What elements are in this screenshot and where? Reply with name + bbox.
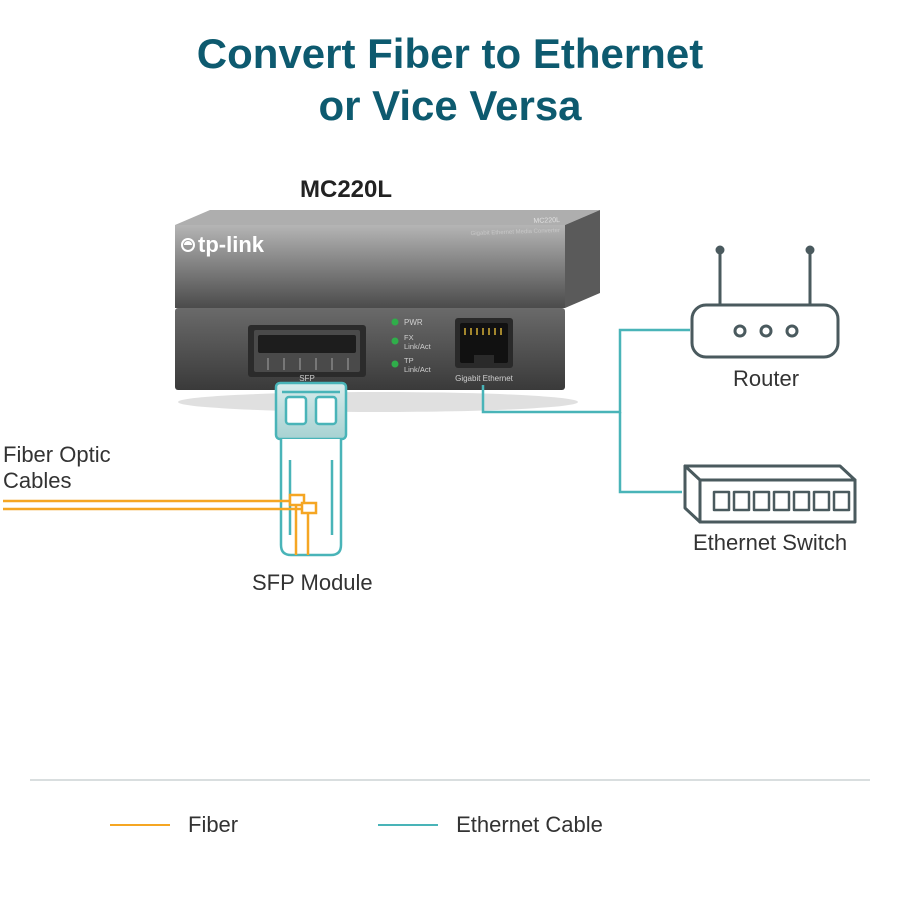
svg-text:Link/Act: Link/Act (404, 365, 432, 374)
svg-text:Link/Act: Link/Act (404, 342, 432, 351)
svg-text:MC220L: MC220L (533, 217, 560, 225)
router-label: Router (733, 366, 799, 392)
switch-icon (685, 466, 855, 522)
diagram-svg: tp-link MC220L Gigabit Ethernet Media Co… (0, 0, 900, 900)
device-leds: PWR FX Link/Act TP Link/Act (392, 318, 432, 374)
ethernet-port: Gigabit Ethernet (455, 318, 514, 383)
title-line2: or Vice Versa (0, 82, 900, 130)
device-body: tp-link MC220L Gigabit Ethernet Media Co… (175, 210, 600, 412)
svg-text:TP: TP (404, 356, 414, 365)
legend-ethernet-label: Ethernet Cable (456, 812, 603, 838)
legend: Fiber Ethernet Cable (110, 812, 810, 838)
svg-text:FX: FX (404, 333, 414, 342)
legend-item-fiber: Fiber (110, 812, 238, 838)
sfp-module (276, 383, 346, 555)
svg-text:tp-link: tp-link (198, 232, 265, 257)
legend-item-ethernet: Ethernet Cable (378, 812, 603, 838)
svg-text:PWR: PWR (404, 318, 423, 327)
router-icon (692, 247, 838, 357)
fiber-cable (3, 495, 316, 513)
legend-fiber-label: Fiber (188, 812, 238, 838)
sfp-module-label: SFP Module (252, 570, 373, 596)
svg-text:Gigabit Ethernet: Gigabit Ethernet (455, 374, 514, 383)
ethernet-lines (483, 330, 690, 492)
title-line1: Convert Fiber to Ethernet (0, 30, 900, 78)
svg-text:SFP: SFP (299, 374, 315, 383)
device-name-label: MC220L (300, 176, 392, 204)
switch-label: Ethernet Switch (693, 530, 847, 556)
svg-text:Gigabit Ethernet Media Convert: Gigabit Ethernet Media Converter (471, 228, 561, 237)
fiber-cables-label: Fiber Optic Cables (3, 442, 111, 494)
